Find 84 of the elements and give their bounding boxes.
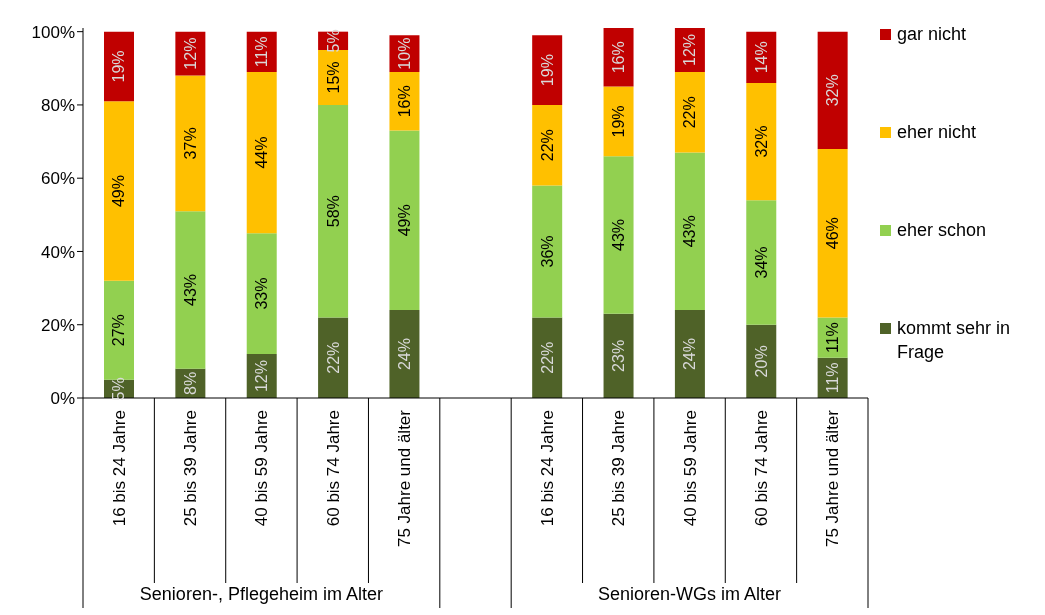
bar: [104, 101, 134, 281]
data-label: 43%: [610, 218, 628, 251]
data-label: 22%: [681, 96, 699, 129]
data-label: 15%: [324, 61, 342, 94]
text: Senioren-, Pflegeheim im Alter: [138, 584, 384, 605]
data-label: 14%: [752, 41, 770, 74]
data-label: 49%: [395, 204, 413, 237]
data-label: 19%: [110, 50, 128, 83]
bar: [746, 200, 777, 325]
data-label: 27%: [110, 314, 128, 347]
bar: [532, 35, 563, 105]
x-tick-label: 40 bis 59 Jahre: [252, 410, 272, 527]
x-tick-label: 40 bis 59 Jahre: [680, 410, 700, 527]
bar: [674, 71, 705, 153]
bar: [389, 310, 420, 398]
data-label: 43%: [681, 215, 699, 248]
data-label: 49%: [110, 175, 128, 208]
x-tick-label: 75 Jahre und älter: [823, 409, 843, 548]
x-tick-label: 16 bis 24 Jahre: [109, 410, 129, 527]
x-tick-label: 60 bis 74 Jahre: [323, 410, 343, 527]
y-tick-label: 40%: [40, 242, 75, 262]
data-label: 16%: [395, 85, 413, 118]
data-label: 58%: [324, 195, 342, 228]
data-label: 44%: [253, 136, 271, 169]
legend-label: kommt sehr in Frage: [897, 317, 1012, 364]
data-label: 5%: [110, 377, 128, 401]
bar: [389, 130, 420, 311]
data-label: 34%: [752, 246, 770, 279]
data-label: 10%: [395, 37, 413, 70]
data-label: 33%: [253, 277, 271, 310]
legend-label: eher schon: [897, 219, 988, 242]
data-label: 46%: [824, 217, 842, 250]
data-label: 22%: [324, 341, 342, 374]
legend-label: gar nicht: [897, 23, 968, 46]
data-label: 43%: [181, 273, 199, 306]
bar: [318, 317, 349, 398]
data-label: 32%: [752, 125, 770, 158]
data-label: 8%: [181, 371, 199, 395]
bar: [175, 211, 206, 369]
data-label: 16%: [610, 41, 628, 74]
bar: [318, 104, 349, 318]
data-label: 19%: [610, 105, 628, 138]
data-label: 24%: [395, 338, 413, 371]
bar: [175, 75, 206, 212]
bar: [532, 185, 563, 318]
y-tick-label: 60%: [40, 169, 75, 189]
bar: [246, 71, 277, 234]
bar: [674, 152, 705, 311]
bar: [532, 104, 563, 186]
x-tick-label: 60 bis 74 Jahre: [751, 410, 771, 527]
data-label: 32%: [824, 74, 842, 107]
y-tick-label: 80%: [40, 95, 75, 115]
bar: [746, 82, 777, 201]
text: Senioren-WGs im Alter: [597, 584, 783, 605]
data-label: 11%: [824, 362, 842, 394]
bar: [817, 31, 848, 149]
data-label: 12%: [253, 360, 271, 393]
data-label: 12%: [681, 33, 699, 66]
data-label: 11%: [253, 36, 271, 68]
bar: [603, 313, 634, 398]
y-tick-label: 20%: [40, 315, 75, 335]
data-label: 19%: [538, 54, 556, 87]
legend-label: eher nicht: [897, 121, 978, 144]
bar: [532, 317, 563, 398]
y-tick-label: 0%: [50, 389, 75, 409]
data-label: 24%: [681, 338, 699, 371]
data-label: 22%: [538, 341, 556, 374]
bar: [674, 310, 705, 398]
x-tick-label: 75 Jahre und älter: [395, 409, 415, 548]
data-label: 20%: [752, 345, 770, 378]
x-tick-label: 25 bis 39 Jahre: [609, 410, 629, 527]
bar: [246, 233, 277, 355]
data-label: 36%: [538, 235, 556, 268]
bar: [603, 156, 634, 314]
data-label: 12%: [181, 37, 199, 70]
data-label: 11%: [824, 322, 842, 353]
data-label: 37%: [181, 127, 199, 160]
bar: [817, 148, 848, 318]
data-label: 23%: [610, 339, 628, 372]
x-tick-label: 16 bis 24 Jahre: [537, 410, 557, 527]
y-tick-label: 100%: [31, 22, 75, 42]
data-label: 22%: [538, 129, 556, 162]
x-tick-label: 25 bis 39 Jahre: [181, 410, 201, 527]
data-label: 5%: [324, 29, 342, 53]
